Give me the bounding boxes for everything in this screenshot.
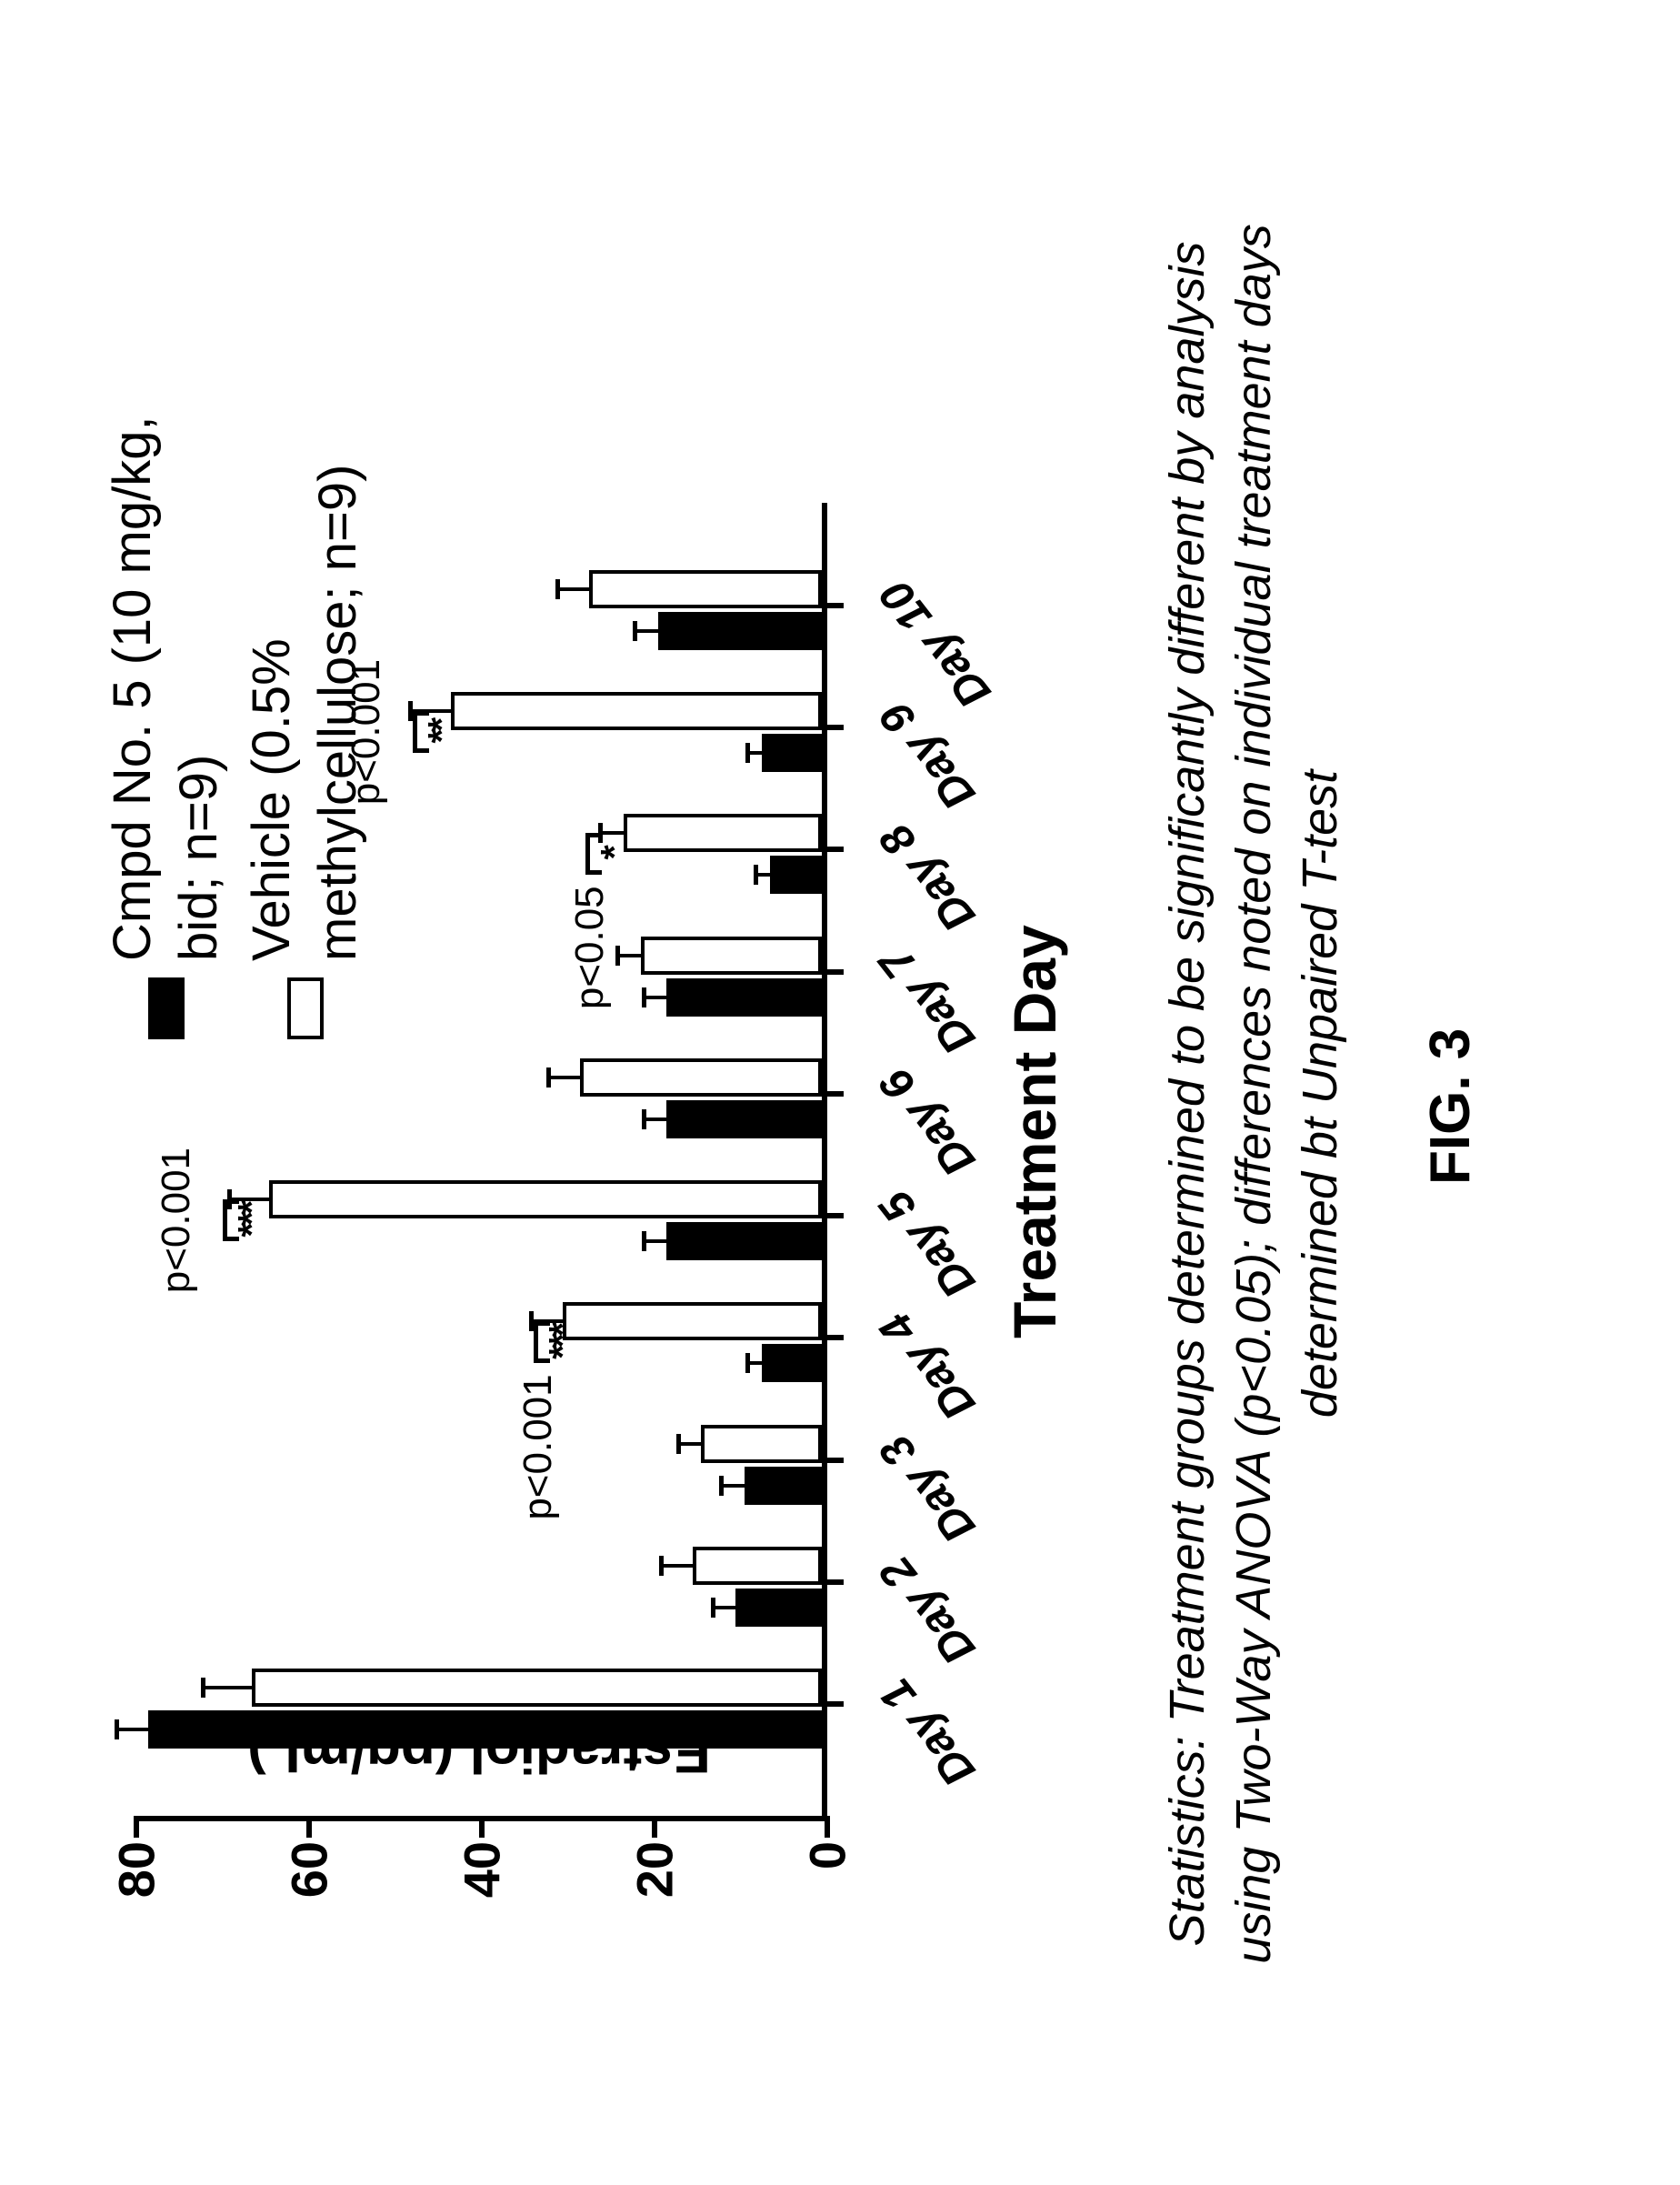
- y-tick: [825, 1816, 830, 1838]
- x-tick: [822, 847, 844, 852]
- x-tick: [822, 1213, 844, 1218]
- x-tick: [822, 603, 844, 608]
- bar-cmpd: [666, 978, 822, 1017]
- bar-vehicle: [580, 1058, 822, 1097]
- x-axis-title: Treatment Day: [1000, 925, 1069, 1338]
- statistics-note: Statistics: Treatment groups determined …: [1155, 139, 1354, 2049]
- stats-line: Statistics: Treatment groups determined …: [1155, 139, 1221, 2049]
- x-tick: [822, 1091, 844, 1097]
- y-tick: [479, 1816, 485, 1838]
- y-tick-label: 40: [453, 1841, 512, 1898]
- chart-container: Cmpd No. 5 (10 mg/kg, bid; n=9) Vehicle …: [136, 385, 827, 2021]
- y-tick: [306, 1816, 312, 1838]
- y-tick: [134, 1816, 139, 1838]
- bar-vehicle: [693, 1547, 823, 1585]
- stats-line: using Two-Way ANOVA (p<0.05); difference…: [1221, 139, 1287, 2049]
- bar-vehicle: [451, 692, 823, 730]
- figure-label: FIG. 3: [1418, 1028, 1483, 1185]
- bar-vehicle: [624, 814, 823, 852]
- bar-vehicle: [641, 937, 823, 975]
- bar-cmpd: [658, 612, 823, 650]
- y-tick-label: 60: [280, 1841, 339, 1898]
- x-tick: [822, 1579, 844, 1585]
- bar-vehicle: [589, 570, 823, 608]
- y-tick-label: 80: [107, 1841, 166, 1898]
- y-tick: [652, 1816, 657, 1838]
- bar-cmpd: [745, 1467, 823, 1505]
- bar-cmpd: [770, 856, 822, 894]
- bar-vehicle: [701, 1425, 822, 1463]
- bar-cmpd: [666, 1100, 822, 1138]
- x-tick: [822, 1701, 844, 1707]
- plot-area: Estradiol (pg/mL) Treatment Day 02040608…: [136, 503, 827, 1821]
- bar-cmpd: [762, 734, 823, 772]
- x-tick: [822, 725, 844, 730]
- bar-cmpd: [735, 1589, 822, 1627]
- bar-vehicle: [563, 1302, 822, 1340]
- x-tick: [822, 1335, 844, 1340]
- x-tick: [822, 1458, 844, 1463]
- stats-line: determined bt Unpaired T-test: [1287, 139, 1354, 2049]
- bar-cmpd: [666, 1222, 822, 1260]
- y-tick-label: 20: [625, 1841, 685, 1898]
- y-tick-label: 0: [798, 1841, 857, 1869]
- bar-cmpd: [148, 1710, 822, 1749]
- bar-vehicle: [269, 1180, 822, 1218]
- x-tick: [822, 969, 844, 975]
- bar-vehicle: [252, 1669, 822, 1707]
- bars-layer: [136, 503, 822, 1816]
- bar-cmpd: [762, 1344, 823, 1382]
